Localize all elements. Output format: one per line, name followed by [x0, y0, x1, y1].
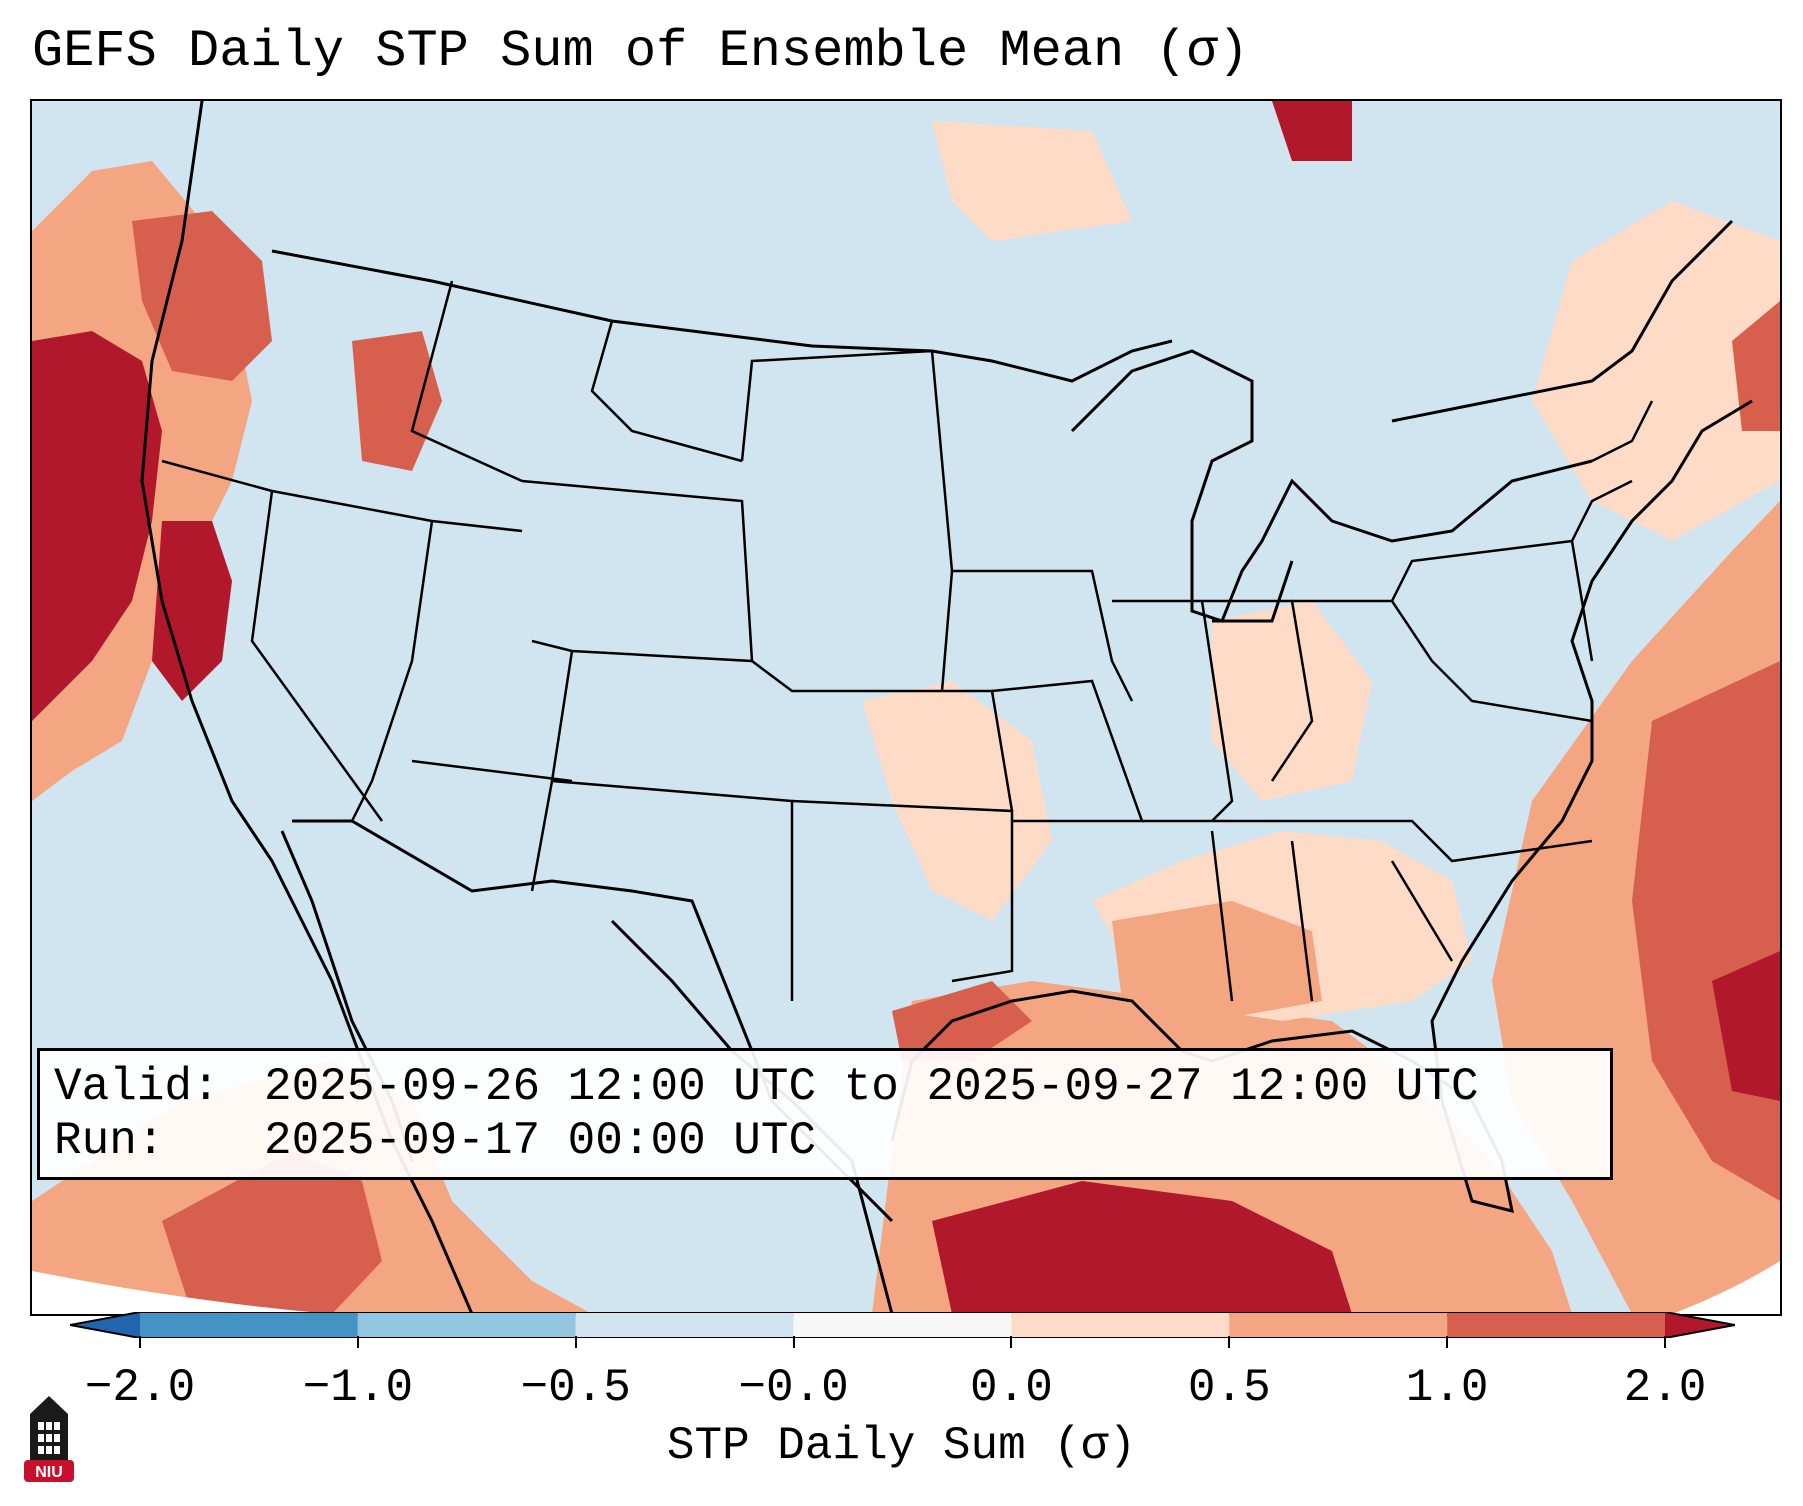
field-texas-coast	[892, 981, 1032, 1061]
state-line	[411, 759, 1014, 983]
colorbar-tick	[139, 1336, 141, 1348]
colorbar-tick-label: 2.0	[1623, 1362, 1707, 1414]
colorbar-bin	[1229, 1312, 1448, 1338]
field-oregon-california	[32, 331, 162, 721]
valid-label: Valid:	[54, 1061, 220, 1113]
state-line	[1292, 539, 1594, 723]
colorbar-tick-label: −0.5	[520, 1362, 631, 1414]
state-line	[1112, 599, 1314, 822]
run-row: Run: 2025-09-17 00:00 UTC	[54, 1115, 816, 1167]
field-gulf-core	[932, 1181, 1352, 1314]
canada-border	[271, 219, 1734, 423]
valid-value: 2025-09-26 12:00 UTC to 2025-09-27 12:00…	[264, 1061, 1479, 1113]
state-line	[410, 280, 743, 483]
field-northeast-core	[1732, 301, 1780, 431]
state-line	[751, 660, 1014, 812]
field-ca-inland	[152, 521, 232, 701]
validity-info-box: Valid: 2025-09-26 12:00 UTC to 2025-09-27…	[37, 1048, 1613, 1180]
state-line	[350, 520, 434, 822]
run-label: Run:	[54, 1115, 165, 1167]
colorbar-tick-label: −2.0	[84, 1362, 196, 1414]
field-atlantic-peak	[1712, 951, 1780, 1101]
colorbar-tick	[1010, 1336, 1013, 1348]
tower-windows	[38, 1422, 60, 1454]
colorbar-bin	[70, 1312, 140, 1338]
logo-text: NIU	[35, 1464, 63, 1481]
chart-title: GEFS Daily STP Sum of Ensemble Mean (σ)	[32, 22, 1249, 81]
field-ontario-light	[932, 121, 1132, 241]
colorbar-bin	[140, 1312, 358, 1338]
field-idaho	[352, 331, 442, 471]
colorbar-bin	[793, 1312, 1012, 1338]
colorbar	[70, 1312, 1735, 1338]
colorbar-tick	[356, 1336, 359, 1348]
colorbar-bin	[1447, 1312, 1665, 1338]
projection-edge-right	[1672, 1261, 1780, 1314]
field-ohio-valley	[1212, 601, 1372, 801]
colorbar-label: STP Daily Sum (σ)	[666, 1420, 1137, 1472]
field-gulf-states	[1112, 901, 1322, 1021]
state-line	[250, 490, 384, 822]
colorbar-tick	[574, 1336, 577, 1348]
state-line	[1142, 819, 1593, 1002]
valid-row: Valid: 2025-09-26 12:00 UTC to 2025-09-27…	[54, 1061, 1479, 1113]
state-line	[161, 459, 523, 533]
state-line	[530, 650, 794, 1001]
state-line	[521, 479, 754, 663]
colorbar-tick	[792, 1336, 795, 1348]
logo-banner	[24, 1460, 74, 1482]
colorbar-ticks: −2.0 −1.0 −0.5 −0.0 0.0 0.5 1.0 2.0	[0, 1336, 1803, 1414]
projection-edge	[32, 1271, 332, 1314]
state-lines	[161, 280, 1654, 1002]
field-northeast	[1532, 201, 1780, 541]
colorbar-bin	[357, 1312, 576, 1338]
state-line	[740, 349, 954, 692]
field-mexico-pacific-core	[162, 1151, 382, 1314]
colorbar-tick	[1228, 1336, 1231, 1348]
colorbar-tick-label: −0.0	[738, 1362, 849, 1414]
field-ontario	[1272, 101, 1352, 161]
colorbar-tick	[1446, 1336, 1449, 1348]
great-lakes	[1070, 349, 1593, 623]
field-washington	[132, 211, 272, 381]
colorbar-tick-label: 1.0	[1405, 1362, 1489, 1414]
run-value: 2025-09-17 00:00 UTC	[264, 1115, 817, 1167]
colorbar-bin	[1011, 1312, 1230, 1338]
colorbar-tick	[1664, 1336, 1666, 1348]
colorbar-bin	[1665, 1312, 1735, 1338]
niu-logo: NIU	[24, 1396, 74, 1482]
colorbar-bin	[575, 1312, 794, 1338]
state-line	[952, 569, 1144, 823]
state-line	[1570, 400, 1654, 542]
colorbar-tick-label: 0.5	[1187, 1362, 1271, 1414]
colorbar-tick-label: 0.0	[970, 1362, 1053, 1414]
field-central-plains	[862, 681, 1052, 921]
colorbar-tick-label: −1.0	[302, 1362, 414, 1414]
